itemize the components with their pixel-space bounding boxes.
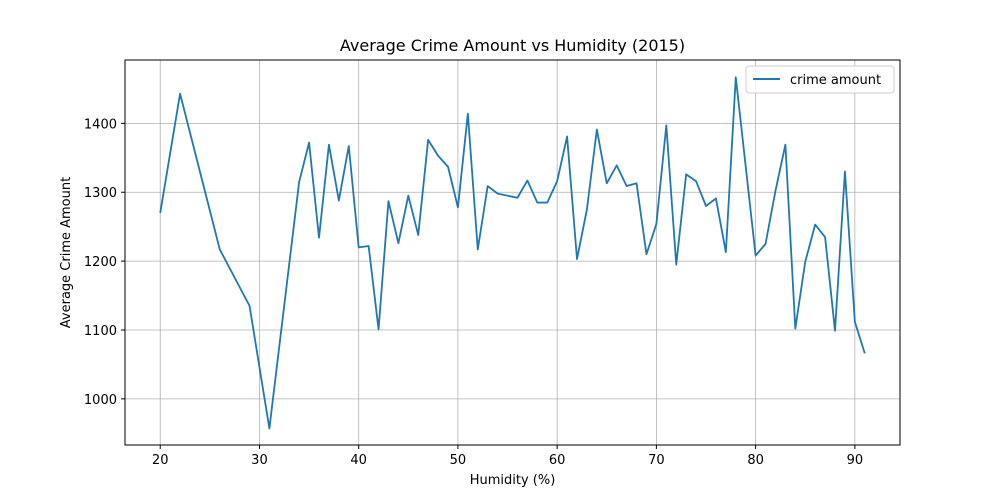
chart-title: Average Crime Amount vs Humidity (2015) (340, 36, 685, 55)
y-tick-label: 1300 (84, 186, 117, 201)
y-tick-label: 1100 (84, 324, 117, 339)
x-tick-label: 80 (747, 453, 764, 468)
grid-layer (125, 60, 900, 445)
legend-box (745, 65, 895, 94)
tick-layer: 20 30 40 50 60 70 80 90 1000 1100 1200 1300 1400 (84, 117, 863, 468)
x-tick-label: 90 (847, 453, 864, 468)
x-tick-label: 60 (549, 453, 566, 468)
x-tick-label: 50 (450, 453, 467, 468)
y-axis-label: Average Crime Amount (59, 177, 74, 328)
plot-area: 20 30 40 50 60 70 80 90 1000 1100 1200 1300 1400 (84, 59, 901, 468)
series-line-crime-amount (159, 76, 866, 430)
y-tick-label: 1200 (84, 255, 117, 270)
axes-frame (124, 59, 901, 446)
x-tick-label: 70 (648, 453, 665, 468)
y-tick-label: 1000 (84, 393, 117, 408)
legend-label-crime-amount: crime amount (790, 73, 881, 88)
x-axis-label: Humidity (%) (470, 473, 556, 488)
line-layer (159, 76, 866, 430)
y-tick-label: 1400 (84, 117, 117, 132)
x-tick-label: 20 (152, 453, 169, 468)
x-tick-label: 30 (251, 453, 268, 468)
x-tick-label: 40 (350, 453, 367, 468)
legend: crime amount (745, 65, 895, 94)
